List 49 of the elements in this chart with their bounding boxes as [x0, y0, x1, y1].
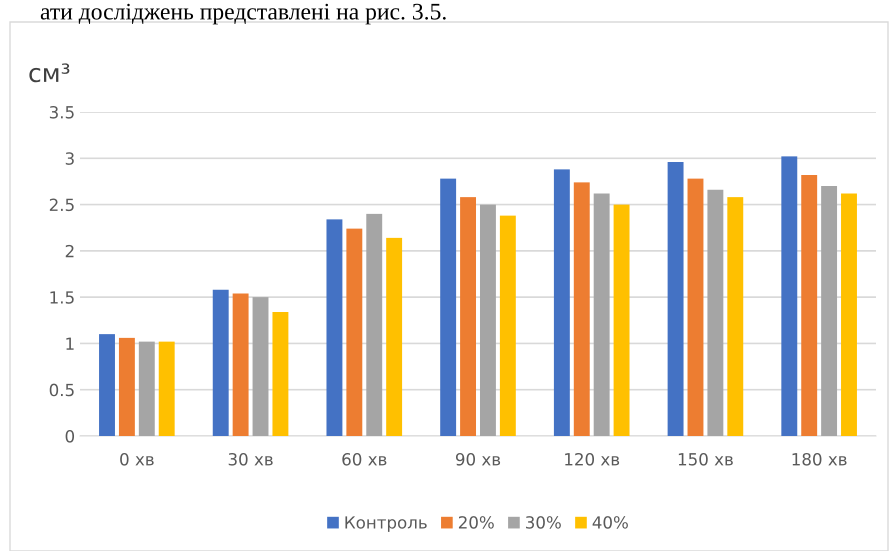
bar: [232, 293, 249, 436]
bar: [688, 178, 704, 436]
x-tick-label: 0 хв: [120, 452, 154, 466]
y-tick-label: 2.5: [50, 198, 74, 212]
bar: [841, 193, 857, 436]
x-tick-label: 120 хв: [565, 452, 620, 466]
y-tick-label: 1.5: [50, 291, 74, 304]
bar: [386, 238, 402, 436]
bar: [138, 342, 155, 436]
bar: [118, 338, 135, 436]
bar: [480, 204, 496, 436]
bar: [272, 312, 288, 436]
x-tick-label: 90 хв: [456, 452, 500, 466]
x-tick-label: 180 хв: [792, 452, 847, 466]
y-tick-label: 1: [66, 338, 74, 350]
y-tick-label: 3.5: [50, 106, 74, 119]
bar: [801, 174, 818, 436]
bar: [594, 193, 610, 436]
legend-label: 20%: [458, 516, 494, 529]
y-tick-label: 3: [66, 152, 74, 165]
bar: [781, 156, 798, 436]
bar: [707, 190, 724, 436]
bar: [158, 342, 175, 436]
legend-label: 40%: [592, 516, 628, 529]
bar: [727, 197, 744, 436]
y-tick-label: 0.5: [50, 384, 74, 396]
legend-label: 30%: [526, 516, 561, 529]
bar: [614, 204, 630, 436]
bar: [252, 297, 268, 436]
x-tick-label: 150 хв: [678, 452, 733, 466]
x-tick-label: 30 хв: [228, 452, 273, 466]
bar: [346, 228, 362, 436]
bar: [212, 290, 229, 436]
bar: [500, 216, 516, 436]
bar: [366, 214, 382, 436]
bar: [668, 162, 684, 436]
bar: [821, 186, 838, 436]
x-tick-label: 60 хв: [342, 452, 386, 466]
bar: [460, 197, 476, 436]
bar: [99, 334, 115, 436]
bar: [574, 182, 590, 436]
text: ати досліджень представлені на рис. 3.5.: [40, 4, 446, 24]
y-axis-title: см³: [29, 63, 70, 82]
y-tick-label: 0: [66, 430, 74, 443]
legend-label: Контроль: [345, 516, 427, 532]
bar: [554, 169, 570, 436]
bar: [326, 219, 342, 436]
bar: [440, 178, 456, 436]
y-tick-label: 2: [66, 244, 74, 258]
